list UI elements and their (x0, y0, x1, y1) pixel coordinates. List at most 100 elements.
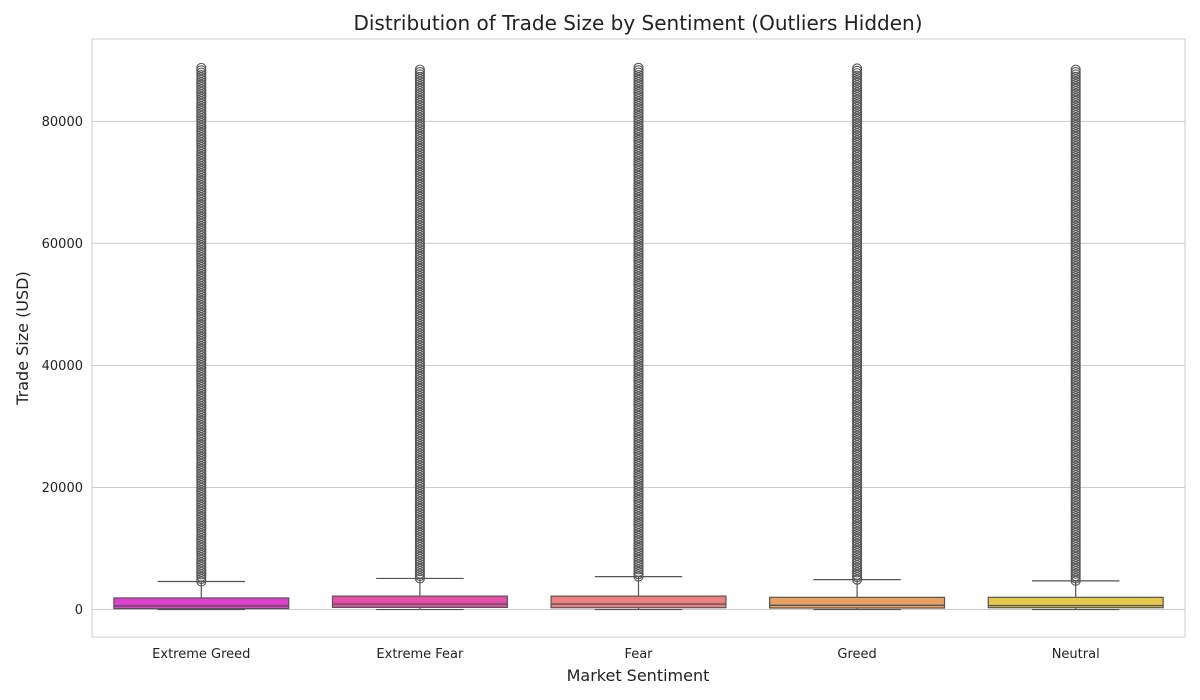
outlier-point (852, 399, 863, 410)
outlier-point (852, 228, 863, 240)
outlier-point (196, 334, 207, 345)
outlier-point (414, 251, 425, 262)
outlier-point (1070, 172, 1081, 183)
outlier-point (196, 295, 207, 306)
outlier-point (1070, 127, 1081, 138)
outlier-point (1070, 155, 1081, 166)
outlier-point (196, 535, 207, 546)
outlier-point (414, 256, 425, 267)
outlier-point (414, 86, 425, 97)
outlier-point (852, 70, 863, 81)
outlier-point (414, 527, 425, 538)
outlier-point (414, 438, 425, 450)
outlier-point (1070, 314, 1081, 325)
outlier-point (1070, 225, 1081, 236)
outlier-point (1070, 407, 1081, 418)
outlier-point (852, 375, 863, 386)
outlier-point (633, 281, 644, 292)
outlier-point (196, 216, 207, 227)
outlier-point (414, 263, 425, 274)
outlier-point (1070, 177, 1081, 188)
outlier-point (1070, 112, 1081, 123)
outlier-point (1070, 232, 1081, 243)
outlier-point (1070, 76, 1081, 87)
outlier-point (414, 549, 425, 560)
outlier-point (852, 480, 863, 492)
outlier-point (1070, 439, 1081, 450)
outlier-point (1070, 215, 1081, 226)
outlier-point (414, 513, 425, 524)
outlier-point (196, 504, 207, 515)
outlier-point (196, 120, 207, 131)
outlier-point (1070, 523, 1081, 534)
outlier-point (414, 191, 425, 202)
outlier-point (414, 280, 425, 291)
outlier-point (1070, 479, 1081, 490)
outlier-point (414, 378, 425, 390)
outlier-point (1070, 268, 1081, 279)
outlier-point (196, 302, 207, 313)
outlier-point (852, 336, 863, 348)
outlier-point (414, 131, 425, 142)
outlier-point (1070, 362, 1081, 373)
outlier-point (852, 408, 863, 420)
outlier-point (633, 254, 644, 265)
outlier-point (196, 233, 207, 244)
outlier-point (196, 418, 207, 429)
outlier-point (414, 386, 425, 397)
outlier-point (633, 429, 644, 441)
outlier-point (196, 497, 207, 508)
outlier-point (196, 485, 207, 496)
outlier-point (414, 119, 425, 130)
outlier-point (852, 471, 863, 482)
x-tick-label: Extreme Fear (376, 647, 464, 662)
outlier-point (414, 124, 425, 135)
outlier-point (196, 271, 207, 282)
outlier-point (852, 322, 863, 333)
outlier-point (1070, 326, 1081, 337)
outlier-point (852, 84, 863, 96)
outlier-point (414, 138, 425, 150)
outlier-point (852, 497, 863, 508)
outlier-point (196, 394, 207, 405)
outlier-point (196, 528, 207, 539)
outlier-point (633, 343, 644, 354)
outlier-point (196, 480, 207, 491)
outlier-point (196, 281, 207, 292)
outlier-point (414, 227, 425, 238)
outlier-point (852, 63, 863, 74)
outlier-point (196, 214, 207, 225)
outlier-point (633, 91, 644, 102)
outlier-point (633, 144, 644, 155)
outlier-point (414, 342, 425, 354)
outlier-point (852, 178, 863, 189)
outlier-point (633, 393, 644, 405)
outlier-point (1070, 487, 1081, 498)
outlier-point (852, 236, 863, 247)
outlier-point (414, 443, 425, 454)
outlier-point (852, 404, 863, 415)
outlier-point (852, 116, 863, 127)
outlier-point (414, 278, 425, 289)
outlier-point (196, 175, 207, 186)
outlier-point (852, 384, 863, 396)
outlier-point (633, 185, 644, 196)
outlier-point (852, 176, 863, 187)
outlier-point (414, 203, 425, 214)
outlier-point (852, 248, 863, 259)
outlier-point (196, 427, 207, 438)
outlier-point (196, 310, 207, 321)
outlier-point (1070, 278, 1081, 289)
outlier-point (414, 390, 425, 402)
outlier-point (852, 101, 863, 112)
outlier-point (852, 89, 863, 100)
outlier-point (633, 365, 644, 376)
outlier-point (633, 182, 644, 193)
outlier-point (414, 510, 425, 522)
outlier-point (633, 213, 644, 225)
outlier-point (633, 177, 644, 189)
outlier-point (196, 314, 207, 325)
outlier-point (633, 504, 644, 515)
outlier-point (196, 161, 207, 172)
outlier-point (196, 358, 207, 369)
